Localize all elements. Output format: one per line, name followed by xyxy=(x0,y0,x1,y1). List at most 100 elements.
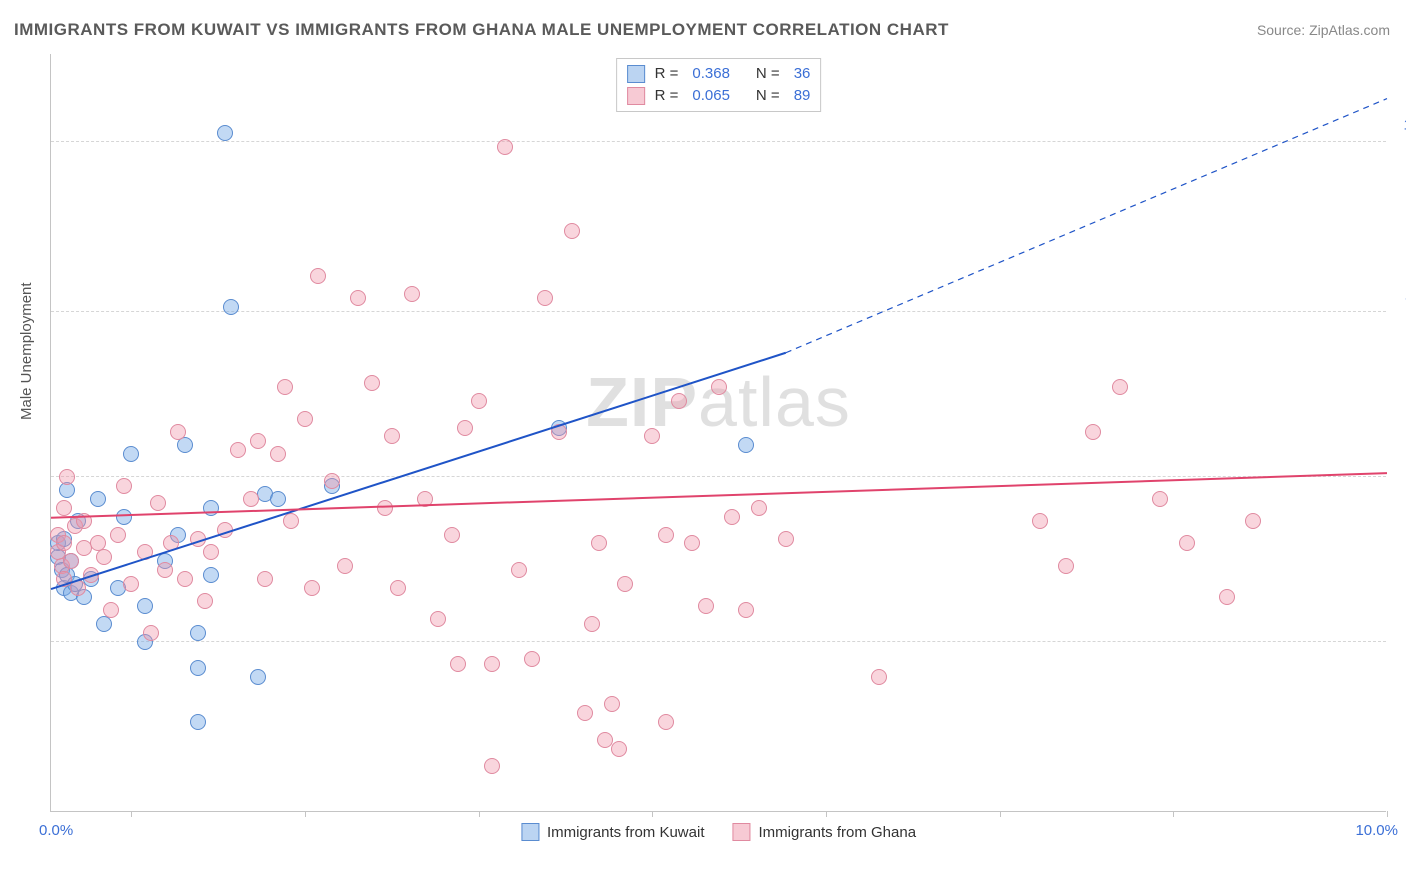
data-point xyxy=(584,616,600,632)
x-tick xyxy=(652,811,653,817)
data-point xyxy=(1179,535,1195,551)
x-tick xyxy=(479,811,480,817)
data-point xyxy=(90,491,106,507)
y-tick-label: 7.5% xyxy=(1391,451,1406,468)
data-point xyxy=(591,535,607,551)
trend-lines xyxy=(51,54,1387,812)
data-point xyxy=(871,669,887,685)
legend-label-1: Immigrants from Ghana xyxy=(758,824,916,841)
n-label: N = xyxy=(756,63,780,85)
data-point xyxy=(1058,558,1074,574)
data-point xyxy=(698,598,714,614)
data-point xyxy=(384,428,400,444)
data-point xyxy=(203,500,219,516)
data-point xyxy=(277,379,293,395)
data-point xyxy=(1032,513,1048,529)
source-label: Source: ZipAtlas.com xyxy=(1257,22,1390,38)
data-point xyxy=(190,660,206,676)
data-point xyxy=(250,433,266,449)
data-point xyxy=(203,544,219,560)
data-point xyxy=(390,580,406,596)
y-tick-label: 11.2% xyxy=(1391,286,1406,303)
data-point xyxy=(738,437,754,453)
data-point xyxy=(444,527,460,543)
r-label: R = xyxy=(655,85,679,107)
data-point xyxy=(350,290,366,306)
data-point xyxy=(377,500,393,516)
data-point xyxy=(551,424,567,440)
n-value-0: 36 xyxy=(794,63,811,85)
data-point xyxy=(457,420,473,436)
data-point xyxy=(190,625,206,641)
n-value-1: 89 xyxy=(794,85,811,107)
data-point xyxy=(497,139,513,155)
swatch-blue-icon xyxy=(627,65,645,83)
data-point xyxy=(170,424,186,440)
data-point xyxy=(230,442,246,458)
data-point xyxy=(404,286,420,302)
data-point xyxy=(450,656,466,672)
data-point xyxy=(190,531,206,547)
gridline xyxy=(51,476,1386,477)
data-point xyxy=(217,522,233,538)
data-point xyxy=(471,393,487,409)
data-point xyxy=(257,571,273,587)
y-tick-label: 15.0% xyxy=(1391,117,1406,134)
data-point xyxy=(116,478,132,494)
data-point xyxy=(430,611,446,627)
data-point xyxy=(270,446,286,462)
data-point xyxy=(364,375,380,391)
data-point xyxy=(751,500,767,516)
x-tick-end: 10.0% xyxy=(1355,822,1398,839)
data-point xyxy=(70,580,86,596)
chart-title: IMMIGRANTS FROM KUWAIT VS IMMIGRANTS FRO… xyxy=(14,20,949,40)
x-tick xyxy=(1173,811,1174,817)
x-tick xyxy=(1387,811,1388,817)
data-point xyxy=(337,558,353,574)
data-point xyxy=(137,598,153,614)
legend-series: Immigrants from Kuwait Immigrants from G… xyxy=(521,823,916,841)
data-point xyxy=(143,625,159,641)
data-point xyxy=(283,513,299,529)
swatch-pink-icon xyxy=(732,823,750,841)
x-tick xyxy=(826,811,827,817)
data-point xyxy=(59,469,75,485)
data-point xyxy=(577,705,593,721)
data-point xyxy=(116,509,132,525)
data-point xyxy=(63,553,79,569)
legend-item-0: Immigrants from Kuwait xyxy=(521,823,705,841)
x-tick-start: 0.0% xyxy=(39,822,73,839)
data-point xyxy=(658,714,674,730)
data-point xyxy=(644,428,660,444)
data-point xyxy=(684,535,700,551)
y-axis-label: Male Unemployment xyxy=(18,282,35,420)
data-point xyxy=(123,576,139,592)
data-point xyxy=(150,495,166,511)
r-label: R = xyxy=(655,63,679,85)
gridline xyxy=(51,311,1386,312)
watermark: ZIPatlas xyxy=(586,362,851,442)
data-point xyxy=(537,290,553,306)
data-point xyxy=(604,696,620,712)
data-point xyxy=(671,393,687,409)
data-point xyxy=(203,567,219,583)
data-point xyxy=(110,527,126,543)
data-point xyxy=(611,741,627,757)
data-point xyxy=(310,268,326,284)
r-value-1: 0.065 xyxy=(692,85,730,107)
data-point xyxy=(617,576,633,592)
gridline xyxy=(51,641,1386,642)
legend-stats: R = 0.368 N = 36 R = 0.065 N = 89 xyxy=(616,58,822,112)
data-point xyxy=(324,473,340,489)
data-point xyxy=(217,125,233,141)
data-point xyxy=(250,669,266,685)
data-point xyxy=(96,549,112,565)
data-point xyxy=(417,491,433,507)
data-point xyxy=(524,651,540,667)
data-point xyxy=(190,714,206,730)
r-value-0: 0.368 xyxy=(692,63,730,85)
data-point xyxy=(1245,513,1261,529)
data-point xyxy=(270,491,286,507)
data-point xyxy=(197,593,213,609)
data-point xyxy=(223,299,239,315)
